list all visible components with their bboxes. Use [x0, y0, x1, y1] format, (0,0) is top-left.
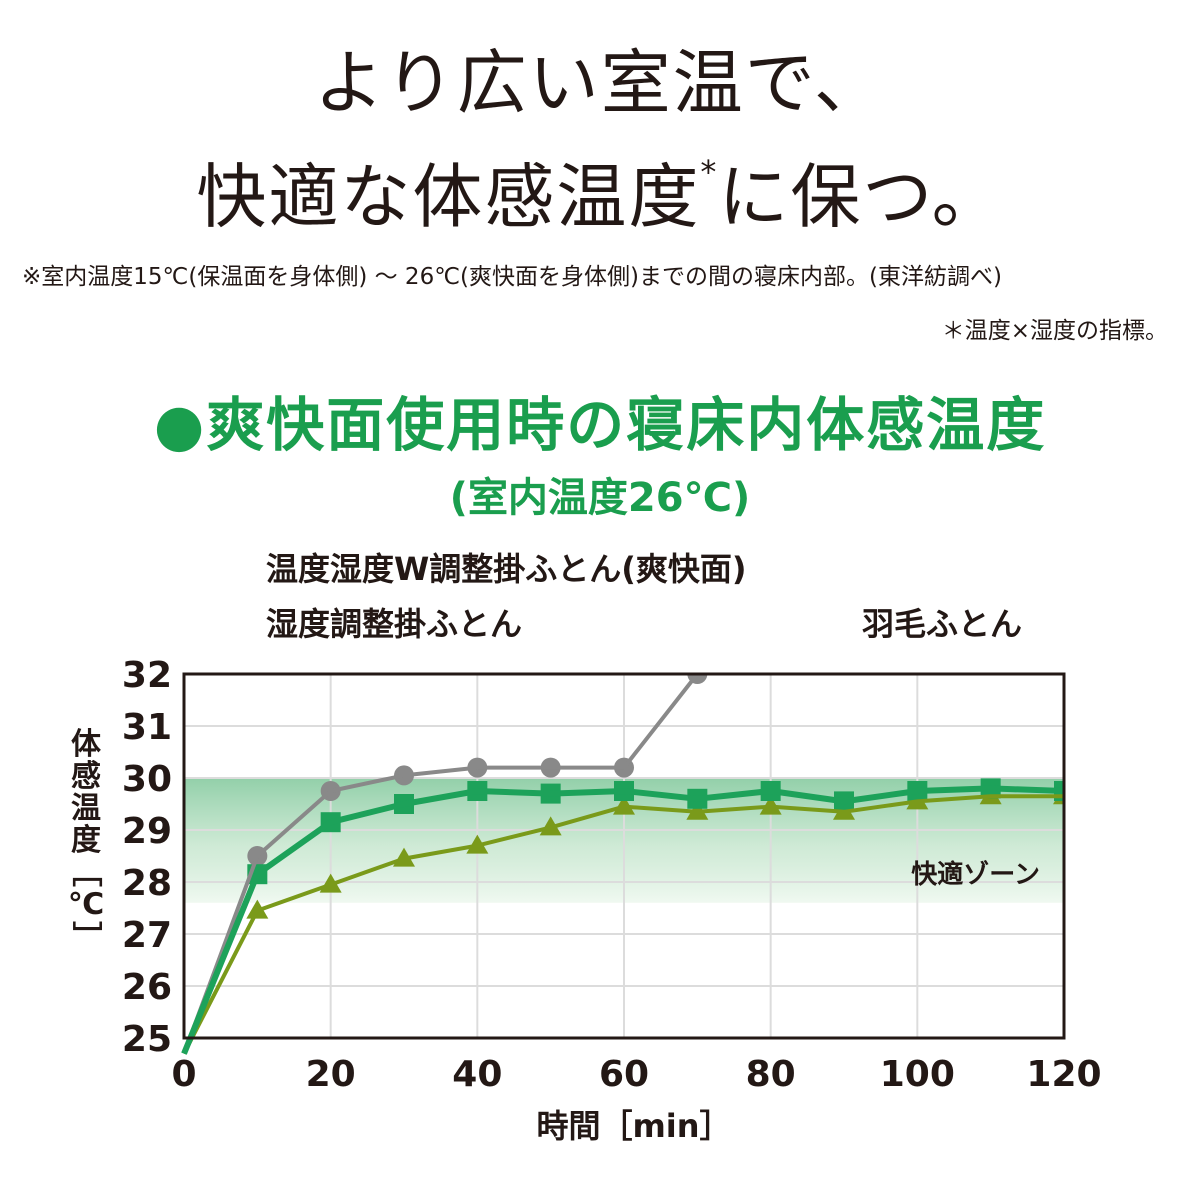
x-tick-label: 40: [452, 1054, 502, 1095]
x-tick-label: 80: [746, 1054, 796, 1095]
legend-label-w-futon: 温度湿度W調整掛ふとん(爽快面): [266, 550, 747, 588]
x-tick-label: 60: [599, 1054, 649, 1095]
y-tick-label: 25: [122, 1019, 172, 1060]
footnote-mark: *: [700, 153, 719, 191]
y-axis-label-char: 体: [71, 727, 102, 762]
y-tick-label: 31: [122, 707, 172, 748]
headline-line-1-text: より広い室温で、: [314, 42, 886, 124]
x-tick-label: 100: [880, 1054, 955, 1095]
legend-label-humidity-futon: 湿度調整掛ふとん: [266, 605, 523, 643]
x-axis-label: 時間［min］: [536, 1107, 731, 1145]
y-axis-label-char: 温: [71, 791, 101, 826]
comfort-zone-label: 快適ゾーン: [911, 859, 1040, 890]
series-line-square: [181, 785, 1065, 1055]
bullet-icon: ●: [153, 391, 207, 459]
y-axis-label-char: ］: [68, 921, 103, 951]
y-tick-label: 29: [122, 811, 172, 852]
y-axis-label-char: 度: [71, 823, 101, 858]
y-axis-label-char: 感: [71, 759, 101, 794]
y-tick-label: 30: [122, 759, 172, 800]
x-tick-label: 0: [171, 1054, 196, 1095]
headline-line-1: より広い室温で、: [0, 48, 1200, 118]
y-axis-label-char: ［: [68, 857, 103, 887]
series-line-circle: [182, 672, 699, 1055]
headline-line-2: 快適な体感温度*に保つ。: [0, 156, 1200, 232]
y-tick-label: 28: [122, 863, 172, 904]
section-title: ●爽快面使用時の寝床内体感温度: [0, 396, 1200, 454]
footnote-1: ※室内温度15℃(保温面を身体側) 〜 26℃(爽快面を身体側)までの間の寝床内…: [22, 264, 1002, 290]
section-subtitle: (室内温度26℃): [449, 475, 751, 521]
x-tick-label: 120: [1026, 1054, 1101, 1095]
plot-frame: [182, 672, 1066, 1040]
y-tick-label: 26: [122, 967, 172, 1008]
legend-label-down-futon: 羽毛ふとん: [862, 605, 1023, 643]
footnote-2: ＊温度×湿度の指標。: [941, 318, 1168, 344]
headline-line-2-end: に保つ。: [718, 156, 1004, 238]
y-axis-label-char: ℃: [68, 887, 104, 922]
x-tick-label: 20: [306, 1054, 356, 1095]
y-tick-label: 27: [122, 915, 172, 956]
section-title-text: 爽快面使用時の寝床内体感温度: [206, 391, 1047, 459]
series-line-triangle: [182, 794, 1064, 1055]
headline-line-2-main: 快適な体感温度: [196, 156, 701, 238]
y-tick-label: 32: [122, 655, 172, 696]
